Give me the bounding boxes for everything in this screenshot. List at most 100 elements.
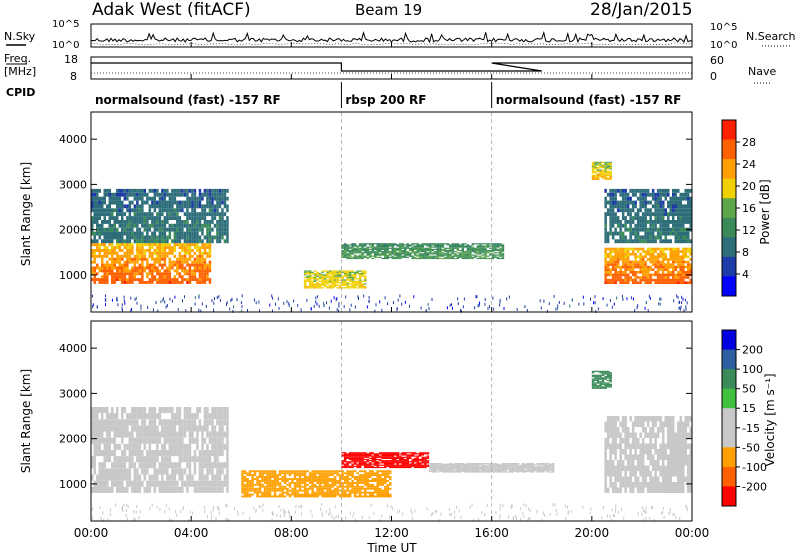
heatmap-cell	[196, 407, 199, 414]
heatmap-cell	[168, 281, 172, 284]
heatmap-cell	[188, 263, 192, 267]
heatmap-cell	[333, 284, 337, 286]
heatmap-cell	[682, 278, 685, 282]
heatmap-cell	[641, 212, 645, 217]
heatmap-cell	[667, 200, 670, 205]
heatmap-cell	[136, 220, 139, 224]
heatmap-cell	[361, 491, 364, 494]
heatmap-cell	[338, 282, 342, 284]
heatmap-cell	[131, 272, 134, 276]
heatmap-cell	[346, 270, 349, 272]
heatmap-cell	[226, 413, 229, 420]
heatmap-cell	[591, 169, 595, 171]
heatmap-cell	[343, 464, 347, 466]
heatmap-cell	[93, 249, 96, 252]
heatmap-cell	[116, 456, 119, 463]
heatmap-cell	[439, 254, 442, 256]
heatmap-cell	[201, 251, 204, 255]
heatmap-cell	[128, 231, 132, 236]
heatmap-cell	[391, 252, 394, 254]
heatmap-cell	[226, 407, 229, 414]
heatmap-cell	[91, 413, 94, 420]
heatmap-cell	[326, 283, 329, 285]
heatmap-cell	[389, 457, 392, 459]
heatmap-cell	[679, 216, 682, 220]
heatmap-cell	[101, 257, 104, 261]
heatmap-cell	[664, 192, 667, 197]
heatmap-cell	[614, 204, 617, 209]
heatmap-cell	[343, 253, 347, 255]
heatmap-cell	[176, 272, 179, 276]
heatmap-cell	[93, 216, 96, 220]
heatmap-cell	[491, 249, 495, 252]
heatmap-cell	[206, 196, 209, 201]
heatmap-cell	[191, 235, 194, 240]
heatmap-cell	[606, 192, 610, 197]
heatmap-cell	[689, 265, 692, 269]
heatmap-cell	[609, 258, 612, 261]
heatmap-cell	[93, 407, 96, 414]
heatmap-cell	[689, 208, 692, 213]
heatmap-cell	[131, 188, 134, 193]
heatmap-cell	[208, 200, 212, 205]
heatmap-cell	[331, 276, 334, 279]
noise-cell	[475, 295, 477, 299]
heatmap-cell	[146, 192, 149, 197]
heatmap-cell	[96, 272, 99, 276]
heatmap-cell	[141, 275, 144, 279]
heatmap-cell	[218, 231, 222, 236]
heatmap-cell	[163, 419, 167, 426]
heatmap-cell	[303, 472, 307, 475]
heatmap-cell	[684, 281, 687, 284]
noise-cell	[130, 296, 132, 300]
noise-cell	[590, 297, 591, 301]
heatmap-cell	[644, 208, 647, 213]
heatmap-cell	[496, 243, 500, 245]
heatmap-cell	[381, 480, 384, 482]
heatmap-cell	[419, 255, 422, 257]
heatmap-cell	[186, 251, 189, 255]
heatmap-cell	[381, 454, 384, 456]
heatmap-cell	[193, 188, 197, 193]
heatmap-cell	[426, 247, 430, 249]
heatmap-cell	[446, 254, 450, 256]
heatmap-cell	[358, 460, 362, 462]
heatmap-cell	[624, 258, 627, 261]
noise-cell	[632, 297, 634, 301]
heatmap-cell	[161, 281, 164, 284]
heatmap-cell	[148, 462, 152, 469]
heatmap-cell	[459, 253, 462, 255]
heatmap-cell	[682, 220, 685, 224]
heatmap-cell	[384, 246, 387, 248]
heatmap-cell	[258, 476, 262, 478]
heatmap-cell	[341, 245, 344, 247]
heatmap-cell	[96, 243, 99, 247]
heatmap-cell	[153, 220, 157, 224]
heatmap-cell	[604, 172, 607, 174]
heatmap-cell	[118, 275, 121, 279]
heatmap-cell	[186, 260, 189, 264]
heatmap-cell	[203, 419, 207, 426]
heatmap-cell	[476, 247, 480, 249]
heatmap-cell	[318, 480, 322, 482]
heatmap-cell	[399, 245, 402, 247]
heatmap-cell	[133, 480, 137, 487]
heatmap-cell	[479, 246, 482, 248]
heatmap-cell	[128, 474, 132, 481]
heatmap-cell	[619, 265, 622, 269]
heatmap-cell	[113, 443, 116, 450]
heatmap-cell	[421, 253, 424, 255]
heatmap-cell	[226, 220, 229, 224]
heatmap-cell	[203, 246, 207, 249]
heatmap-cell	[288, 482, 292, 484]
heatmap-cell	[168, 204, 172, 209]
noise-cell	[602, 297, 604, 301]
heatmap-cell	[366, 472, 369, 475]
heatmap-cell	[476, 243, 480, 245]
heatmap-cell	[111, 251, 114, 255]
heatmap-cell	[136, 249, 139, 252]
heatmap-cell	[123, 223, 127, 228]
noise-cell	[240, 301, 242, 305]
heatmap-cell	[183, 192, 187, 197]
heatmap-cell	[198, 235, 202, 240]
